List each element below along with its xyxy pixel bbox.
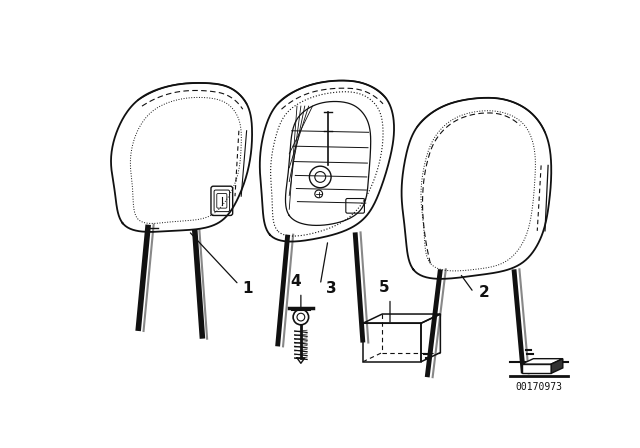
Text: 5: 5 [380, 280, 390, 295]
Polygon shape [551, 359, 563, 373]
Text: 3: 3 [326, 281, 337, 296]
Polygon shape [522, 359, 563, 364]
Text: 1: 1 [243, 281, 253, 296]
Text: 4: 4 [290, 274, 301, 289]
Text: 2: 2 [478, 285, 489, 300]
Text: 00170973: 00170973 [515, 382, 563, 392]
Polygon shape [522, 364, 551, 373]
